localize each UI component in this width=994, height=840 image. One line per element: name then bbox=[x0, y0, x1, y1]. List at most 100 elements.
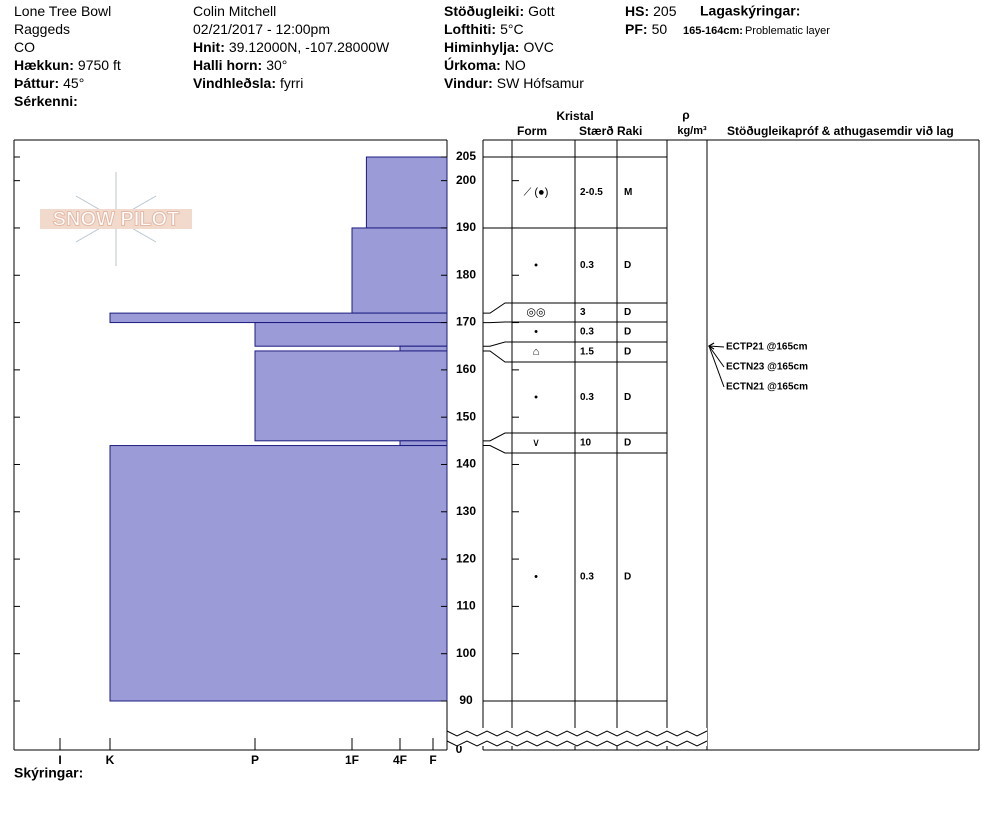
test-pointer bbox=[708, 345, 725, 388]
moisture: D bbox=[624, 438, 631, 449]
y-tick-label: 180 bbox=[456, 267, 476, 281]
header-field: Hækkun: 9750 ft bbox=[14, 57, 121, 73]
grain-form: ∨ bbox=[532, 437, 540, 449]
hardness-bar bbox=[399, 345, 448, 352]
header-field: Þáttur: 45° bbox=[14, 75, 84, 91]
hardness-bar bbox=[351, 227, 448, 314]
x-tick-label: 1F bbox=[345, 753, 359, 767]
field-label: Himinhylja: bbox=[444, 39, 519, 55]
moisture: D bbox=[624, 572, 631, 583]
header-field: Úrkoma: NO bbox=[444, 56, 526, 73]
hardness-bar bbox=[109, 445, 448, 702]
footer: Skýringar: bbox=[14, 765, 83, 781]
field-label: Halli horn: bbox=[193, 57, 262, 73]
moisture: D bbox=[624, 347, 631, 358]
y-tick-label: 170 bbox=[456, 315, 476, 329]
x-tick-label: P bbox=[251, 753, 259, 767]
field-value: 02/21/2017 - 12:00pm bbox=[193, 21, 330, 37]
hardness-bar bbox=[254, 350, 448, 442]
field-value: 205 bbox=[653, 3, 677, 19]
axis-break-line bbox=[446, 730, 708, 737]
header-field: Sérkenni: bbox=[14, 93, 78, 109]
field-label: Sérkenni: bbox=[14, 93, 78, 109]
header-field: PF: 50 bbox=[625, 21, 667, 37]
field-label: PF: bbox=[625, 21, 648, 37]
logo-band bbox=[40, 209, 192, 229]
column-header: ρ bbox=[682, 108, 689, 122]
field-label: Lofthiti: bbox=[444, 21, 496, 37]
field-label: Vindur: bbox=[444, 75, 493, 91]
layer-connector bbox=[483, 302, 512, 314]
header-field: Vindhleðsla: fyrri bbox=[193, 75, 303, 91]
hardness-bar bbox=[109, 312, 448, 324]
header-field: Halli horn: 30° bbox=[193, 57, 287, 73]
grain-size: 0.3 bbox=[580, 392, 594, 403]
field-value: SW Hófsamur bbox=[497, 75, 584, 91]
grain-form: ⟋ (●) bbox=[524, 186, 549, 198]
layer-connector bbox=[483, 321, 512, 324]
field-label: Hækkun: bbox=[14, 57, 74, 73]
field-label: Stöðugleiki: bbox=[444, 3, 524, 19]
grain-form: • bbox=[534, 259, 538, 271]
field-value: 45° bbox=[63, 75, 84, 91]
field-label: Þáttur: bbox=[14, 75, 59, 91]
x-tick-label: 4F bbox=[393, 753, 407, 767]
note-value: Problematic layer bbox=[745, 25, 830, 37]
field-label: Vindhleðsla: bbox=[193, 75, 276, 91]
hardness-bar bbox=[399, 440, 448, 447]
x-tick-label: F bbox=[429, 753, 436, 767]
header-field: Stöðugleiki: Gott bbox=[444, 3, 555, 19]
field-value: Gott bbox=[528, 3, 555, 19]
header-field: HS: 205 bbox=[625, 3, 677, 19]
y-tick-label: 110 bbox=[456, 599, 476, 613]
x-tick-label: I bbox=[58, 753, 61, 767]
layer-note: 165-164cm: Problematic layer bbox=[683, 25, 830, 37]
note-label: 165-164cm: bbox=[683, 25, 743, 37]
test-pointer bbox=[708, 345, 725, 368]
moisture: D bbox=[624, 260, 631, 271]
y-tick-label: 0 bbox=[456, 742, 463, 756]
layer-notes-title: Lagaskýringar: bbox=[700, 3, 800, 19]
grain-size: 0.3 bbox=[580, 327, 594, 338]
column-header: Kristal bbox=[556, 109, 593, 123]
stability-test: ECTN21 @165cm bbox=[726, 382, 808, 393]
field-label: Hnit: bbox=[193, 39, 225, 55]
field-value: 9750 ft bbox=[78, 57, 121, 73]
field-value: NO bbox=[505, 57, 526, 73]
test-pointer bbox=[708, 345, 725, 348]
y-tick-label: 120 bbox=[456, 551, 476, 565]
header-field: Colin Mitchell bbox=[193, 3, 276, 19]
grain-form: ◎◎ bbox=[526, 306, 545, 318]
column-header: Raki bbox=[617, 124, 642, 138]
stability-test: ECTP21 @165cm bbox=[726, 342, 808, 353]
grain-size: 0.3 bbox=[580, 572, 594, 583]
y-tick-label: 90 bbox=[459, 693, 473, 707]
header-field: Hnit: 39.12000N, -107.28000W bbox=[193, 39, 390, 55]
layer-connector bbox=[483, 341, 512, 347]
moisture: D bbox=[624, 307, 631, 318]
header-field: Himinhylja: OVC bbox=[444, 39, 554, 55]
column-header: Stöðugleikapróf & athugasemdir við lag bbox=[727, 124, 954, 138]
field-value: OVC bbox=[523, 39, 553, 55]
hardness-bar bbox=[254, 322, 448, 347]
hardness-bar bbox=[365, 156, 448, 229]
column-header: Stærð bbox=[579, 124, 614, 138]
field-value: 5°C bbox=[500, 21, 524, 37]
grain-form: • bbox=[534, 391, 538, 403]
y-tick-label: 205 bbox=[456, 149, 476, 163]
field-label: HS: bbox=[625, 3, 649, 19]
field-value: 30° bbox=[266, 57, 287, 73]
logo-text: SNOW PILOT bbox=[53, 208, 180, 230]
grain-form: ⌂ bbox=[533, 346, 540, 358]
grain-form: • bbox=[534, 571, 538, 583]
arrow-head bbox=[708, 342, 715, 350]
y-tick-label: 150 bbox=[456, 409, 476, 423]
field-value: 50 bbox=[652, 21, 668, 37]
moisture: M bbox=[624, 187, 632, 198]
grain-size: 3 bbox=[580, 307, 586, 318]
grain-size: 1.5 bbox=[580, 347, 594, 358]
y-tick-label: 160 bbox=[456, 362, 476, 376]
field-value: 39.12000N, -107.28000W bbox=[229, 39, 390, 55]
layer-connector bbox=[483, 350, 512, 363]
